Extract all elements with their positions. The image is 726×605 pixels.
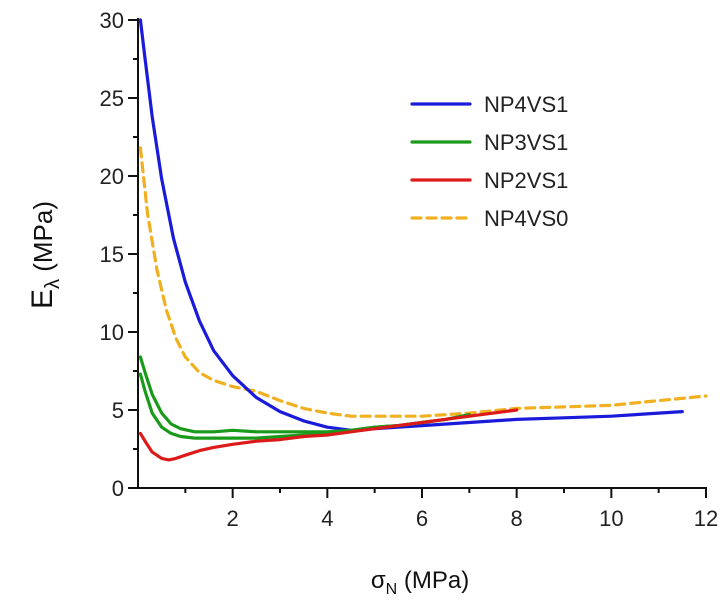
y-axis-title-sub: λ — [42, 279, 64, 289]
x-tick-label: 4 — [321, 506, 333, 531]
axes: 0 5 10 15 20 25 30 2 4 6 8 10 12 — [100, 8, 719, 531]
y-tick-label: 15 — [100, 242, 124, 267]
x-axis-title-sub: N — [386, 581, 398, 598]
x-tick-label: 6 — [416, 506, 428, 531]
legend-label-np4vs1: NP4VS1 — [484, 92, 568, 117]
y-tick-label: 5 — [112, 398, 124, 423]
series-layer — [138, 18, 708, 462]
y-tick-label: 30 — [100, 8, 124, 33]
series-line-np4vs0 — [138, 146, 708, 418]
y-axis-title-rest: (MPa) — [28, 201, 58, 279]
y-tick-label: 0 — [112, 476, 124, 501]
y-axis-title-main: E — [26, 289, 59, 309]
series-line-np3vs1 — [138, 372, 471, 440]
x-tick-label: 8 — [511, 506, 523, 531]
legend-label-np3vs1: NP3VS1 — [484, 130, 568, 155]
series-line-np4vs1 — [138, 18, 684, 432]
x-axis-title: σN (MPa) — [371, 567, 469, 598]
x-tick-label: 12 — [694, 506, 718, 531]
y-axis-title: Eλ (MPa) — [26, 201, 64, 309]
x-axis-title-main: σ — [371, 567, 386, 594]
x-tick-label: 10 — [599, 506, 623, 531]
legend-label-np2vs1: NP2VS1 — [484, 168, 568, 193]
y-tick-label: 20 — [100, 164, 124, 189]
legend: NP4VS1 NP3VS1 NP2VS1 NP4VS0 — [410, 92, 568, 231]
y-tick-label: 25 — [100, 86, 124, 111]
x-tick-label: 2 — [227, 506, 239, 531]
y-tick-label: 10 — [100, 320, 124, 345]
x-axis-title-rest: (MPa) — [397, 567, 469, 594]
series-line-np2vs1 — [138, 408, 519, 462]
legend-label-np4vs0: NP4VS0 — [484, 206, 568, 231]
